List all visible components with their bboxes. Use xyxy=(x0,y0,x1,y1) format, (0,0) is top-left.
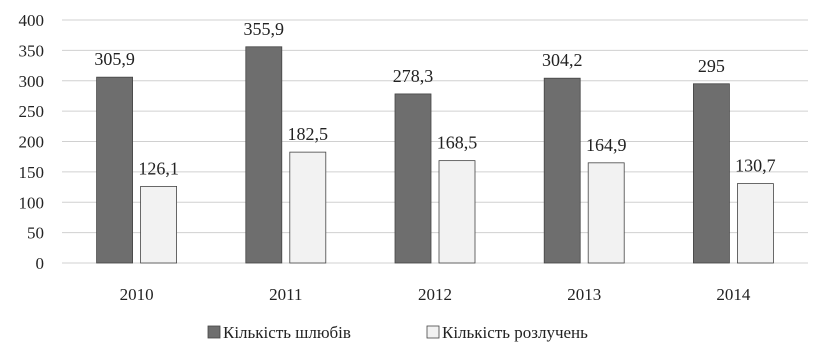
data-label-divorces-2010: 126,1 xyxy=(138,158,179,178)
bar-marriages-2010 xyxy=(96,76,133,264)
data-label-divorces-2014: 130,7 xyxy=(735,156,776,176)
legend-swatch-marriages xyxy=(207,325,221,339)
bar-divorces-2012 xyxy=(438,160,476,264)
y-tick-label: 350 xyxy=(19,41,45,60)
y-tick-label: 150 xyxy=(19,163,45,182)
bar-divorces-2013 xyxy=(587,162,625,264)
grid-layer xyxy=(62,19,808,264)
legend: Кількість шлюбів Кількість розлучень xyxy=(207,323,588,342)
x-tick-label: 2014 xyxy=(716,285,751,304)
data-labels: 305,9 126,1 355,9 182,5 278,3 168,5 304,2 164,9… xyxy=(94,19,775,179)
bar-marriages-2013 xyxy=(543,77,581,264)
y-tick-label: 50 xyxy=(27,224,44,243)
bar-divorces-2014 xyxy=(737,183,774,264)
legend-label-marriages: Кількість шлюбів xyxy=(223,323,351,342)
bar-divorces-2010 xyxy=(140,185,178,264)
data-label-marriages-2014: 295 xyxy=(698,56,725,76)
y-tick-label: 100 xyxy=(19,193,45,212)
data-label-marriages-2010: 305,9 xyxy=(94,49,135,69)
x-tick-label: 2012 xyxy=(418,285,452,304)
y-axis: 0 50 100 150 200 250 300 350 400 xyxy=(19,11,45,273)
data-label-marriages-2012: 278,3 xyxy=(393,66,434,86)
legend-swatch-divorces xyxy=(426,325,440,339)
data-label-marriages-2011: 355,9 xyxy=(244,19,285,39)
bar-marriages-2014 xyxy=(693,83,730,264)
bar-marriages-2011 xyxy=(245,46,283,264)
y-tick-label: 400 xyxy=(19,11,45,30)
x-tick-label: 2013 xyxy=(567,285,601,304)
data-label-divorces-2013: 164,9 xyxy=(586,135,627,155)
x-tick-label: 2011 xyxy=(269,285,302,304)
data-label-marriages-2013: 304,2 xyxy=(542,50,583,70)
y-tick-label: 300 xyxy=(19,72,45,91)
y-tick-label: 250 xyxy=(19,102,45,121)
bar-divorces-2011 xyxy=(289,151,327,264)
data-label-divorces-2011: 182,5 xyxy=(288,124,329,144)
x-tick-label: 2010 xyxy=(120,285,154,304)
legend-label-divorces: Кількість розлучень xyxy=(442,323,588,342)
data-label-divorces-2012: 168,5 xyxy=(437,133,478,153)
bar-marriages-2012 xyxy=(394,93,432,264)
x-axis: 2010 2011 2012 2013 2014 xyxy=(120,285,751,304)
y-tick-label: 200 xyxy=(19,133,45,152)
y-tick-label: 0 xyxy=(36,254,45,273)
bars xyxy=(96,46,774,264)
